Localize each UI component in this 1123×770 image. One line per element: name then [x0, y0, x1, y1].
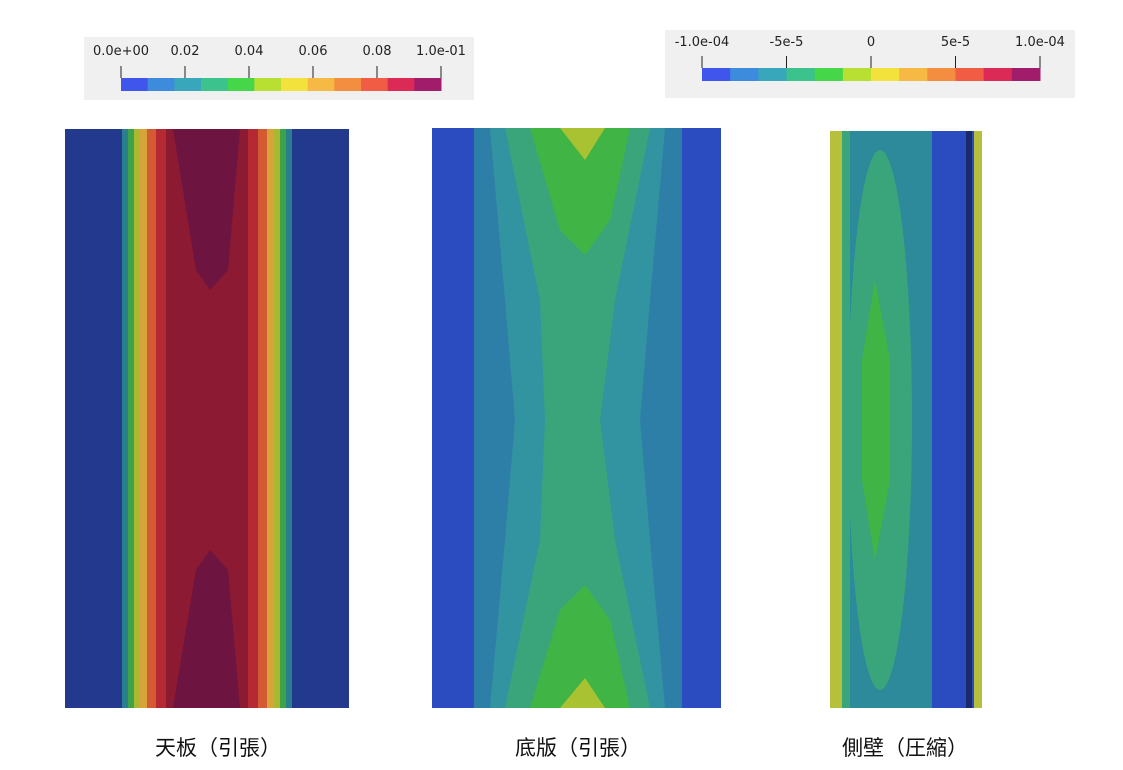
- color-swatch: [983, 68, 1013, 81]
- color-swatch: [899, 68, 928, 81]
- color-swatch: [927, 68, 956, 81]
- caption: 側壁（圧縮）: [842, 736, 968, 760]
- color-swatch: [254, 78, 282, 91]
- color-swatch: [758, 68, 787, 81]
- contour-side-wall: [830, 131, 982, 708]
- contour-top-plate: [65, 129, 349, 708]
- caption: 天板（引張）: [155, 736, 281, 760]
- color-swatch: [147, 78, 175, 91]
- tick-label: -5e-5: [770, 35, 804, 50]
- legend-box: [665, 30, 1075, 98]
- color-swatch: [227, 78, 255, 91]
- color-swatch: [281, 78, 309, 91]
- color-swatch: [871, 68, 900, 81]
- color-swatch: [842, 68, 872, 81]
- color-swatch: [414, 78, 442, 91]
- contour-bottom-slab: [432, 128, 721, 708]
- caption: 底版（引張）: [515, 736, 641, 760]
- color-swatch: [786, 68, 816, 81]
- tick-label: 0.02: [171, 44, 200, 59]
- color-swatch: [1011, 68, 1041, 81]
- tick-label: 0.06: [299, 44, 328, 59]
- tick-label: 5e-5: [941, 35, 970, 50]
- tick-label: 0.08: [363, 44, 392, 59]
- tick-label: -1.0e-04: [675, 35, 730, 50]
- tick-label: 1.0e-04: [1015, 35, 1065, 50]
- color-swatch: [201, 78, 229, 91]
- color-swatch: [361, 78, 389, 91]
- color-swatch: [121, 78, 149, 91]
- color-swatch: [334, 78, 362, 91]
- color-swatch: [307, 78, 335, 91]
- tick-label: 1.0e-01: [416, 44, 466, 59]
- color-swatch: [955, 68, 985, 81]
- tick-label: 0.0e+00: [93, 44, 149, 59]
- color-swatch: [814, 68, 844, 81]
- tick-label: 0.04: [235, 44, 264, 59]
- color-swatch: [387, 78, 415, 91]
- color-swatch: [730, 68, 759, 81]
- color-swatch: [174, 78, 202, 91]
- tick-label: 0: [867, 35, 875, 50]
- color-swatch: [702, 68, 731, 81]
